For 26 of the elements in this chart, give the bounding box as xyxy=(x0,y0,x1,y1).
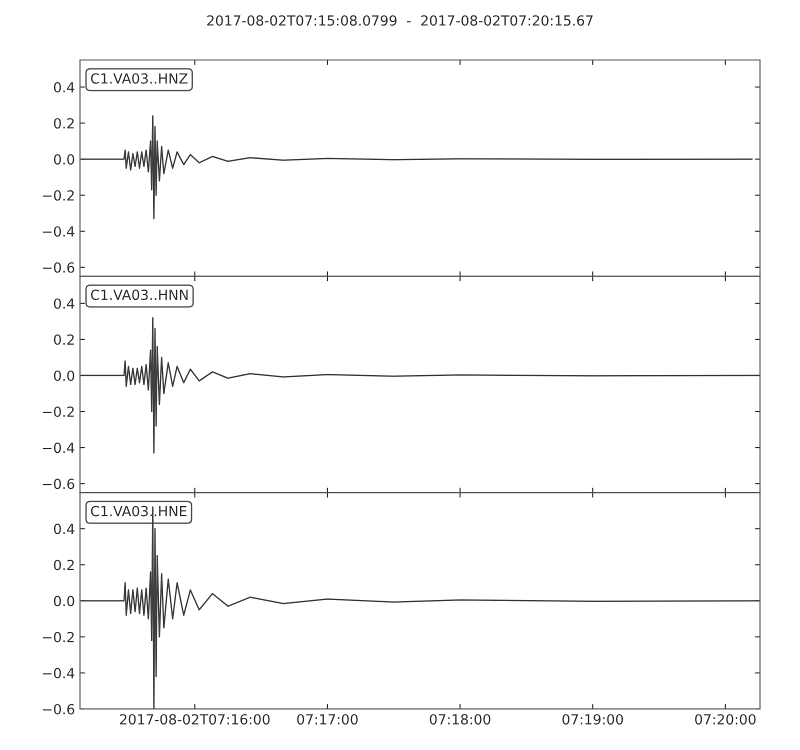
x-tick-label: 07:17:00 xyxy=(297,714,358,725)
y-tick-label: 0.0 xyxy=(54,154,74,165)
y-tick-label: −0.4 xyxy=(42,668,74,678)
y-tick-label: −0.2 xyxy=(42,406,74,417)
y-tick-label: −0.6 xyxy=(42,704,74,714)
y-tick-label: −0.2 xyxy=(42,190,74,201)
chart-title: 2017-08-02T07:15:08.0799 - 2017-08-02T07:20:15.67 xyxy=(207,15,593,26)
y-tick-label: −0.4 xyxy=(42,226,74,237)
annotation: C1.VA03..HNZ xyxy=(90,73,188,84)
y-tick-label: 0.2 xyxy=(54,560,74,570)
y-tick-label: −0.6 xyxy=(42,478,74,490)
x-tick-label: 07:20:00 xyxy=(695,714,756,725)
y-tick-label: 0.2 xyxy=(54,118,74,129)
y-tick-label: −0.2 xyxy=(42,632,74,642)
y-tick-label: 0.0 xyxy=(54,370,74,381)
y-tick-label: 0.4 xyxy=(54,298,74,309)
x-tick-label: 07:18:00 xyxy=(430,714,490,725)
x-tick-label: 2017-08-02T07:16:00 xyxy=(120,714,270,725)
y-tick-label: 0.4 xyxy=(54,524,74,534)
x-tick-label: 07:19:00 xyxy=(562,714,623,725)
y-tick-label: −0.4 xyxy=(42,442,74,454)
y-tick-label: 0.0 xyxy=(54,596,74,606)
annotation: C1.VA03..HNN xyxy=(90,290,188,300)
y-tick-label: 0.2 xyxy=(54,334,74,345)
y-tick-label: −0.6 xyxy=(42,262,74,273)
y-tick-label: 0.4 xyxy=(54,82,74,93)
